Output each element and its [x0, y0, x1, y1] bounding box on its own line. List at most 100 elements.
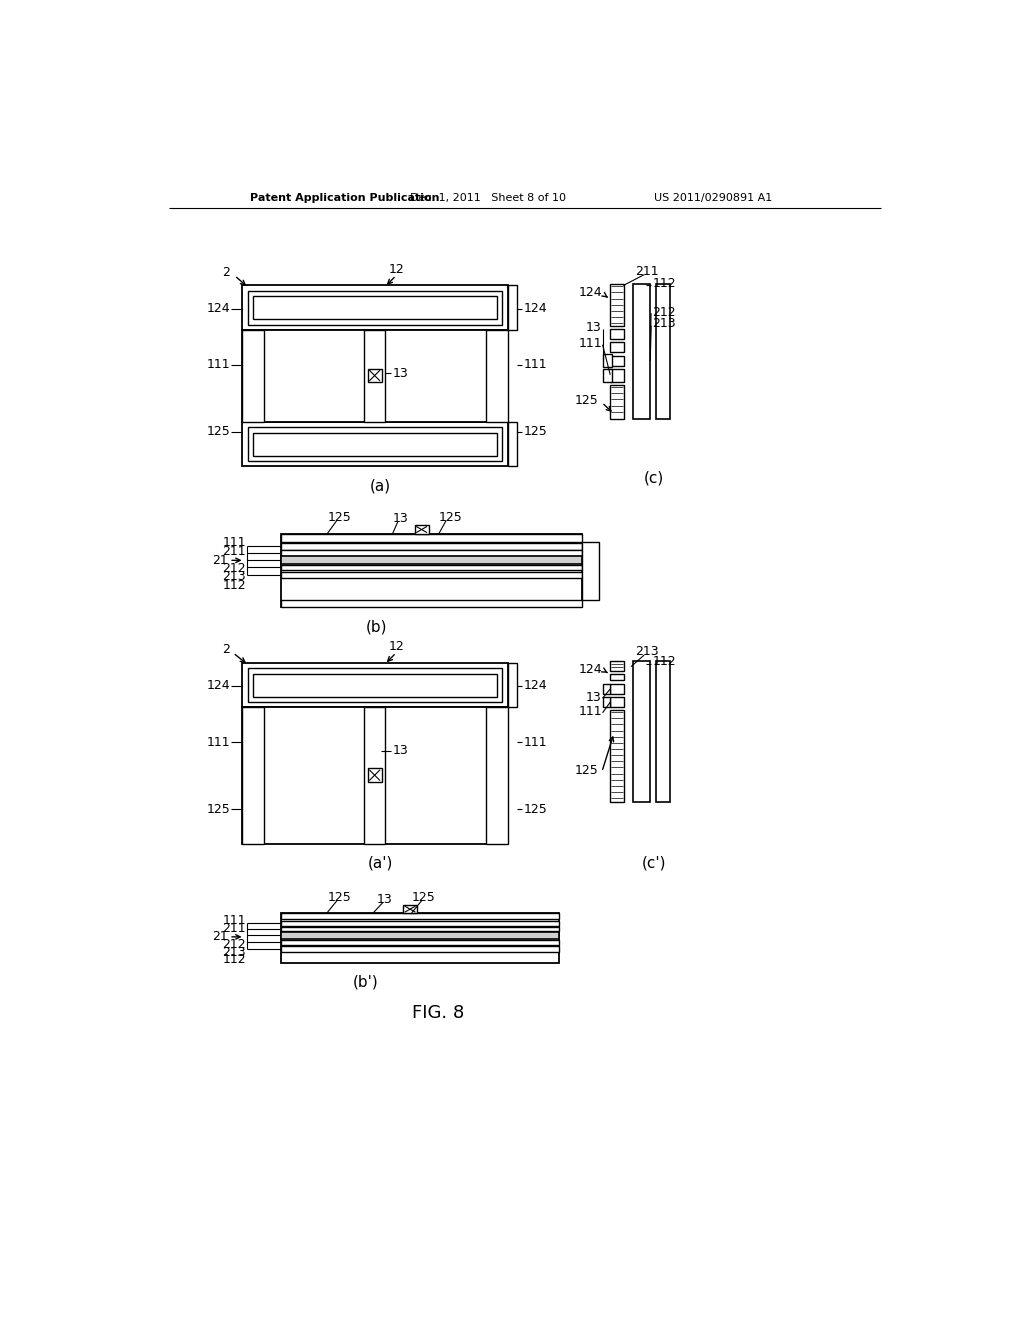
Bar — [243, 663, 508, 708]
Text: 124: 124 — [523, 302, 547, 315]
Text: 13: 13 — [586, 690, 602, 704]
Text: 111: 111 — [579, 705, 602, 718]
Text: 12: 12 — [388, 640, 404, 653]
Text: 213: 213 — [652, 317, 676, 330]
Text: 125: 125 — [207, 425, 230, 438]
Text: 125: 125 — [328, 511, 352, 524]
Text: 124: 124 — [207, 302, 230, 315]
Bar — [282, 932, 559, 940]
Bar — [610, 675, 625, 681]
Bar — [610, 385, 625, 420]
Bar — [282, 535, 582, 543]
Bar — [282, 599, 582, 607]
Bar — [282, 557, 582, 564]
Text: 111: 111 — [523, 735, 547, 748]
Text: 21: 21 — [212, 554, 227, 566]
Text: 125: 125 — [412, 891, 435, 904]
Bar — [282, 913, 559, 964]
Text: 212: 212 — [222, 939, 246, 952]
Text: 211: 211 — [222, 545, 246, 557]
Text: 124: 124 — [207, 680, 230, 693]
Text: 213: 213 — [222, 570, 246, 583]
Bar — [282, 946, 559, 952]
Bar — [282, 550, 582, 556]
Bar — [634, 284, 650, 420]
Text: Patent Application Publication: Patent Application Publication — [250, 193, 439, 203]
Bar — [253, 433, 497, 455]
Text: (b): (b) — [367, 619, 388, 634]
Text: 2: 2 — [222, 643, 230, 656]
Bar — [610, 710, 625, 803]
Text: 213: 213 — [635, 645, 658, 659]
Text: 125: 125 — [328, 891, 352, 904]
Bar — [368, 768, 382, 781]
Text: 213: 213 — [222, 945, 246, 958]
Bar — [364, 330, 385, 422]
Bar — [243, 330, 264, 422]
Bar — [610, 661, 625, 671]
Text: (a): (a) — [371, 478, 391, 494]
Bar — [508, 663, 517, 708]
Bar — [243, 330, 508, 422]
Text: 112: 112 — [222, 579, 246, 593]
Text: 111: 111 — [207, 735, 230, 748]
Bar — [243, 422, 508, 466]
Bar — [243, 285, 508, 330]
Text: 124: 124 — [579, 286, 602, 298]
Bar — [282, 535, 582, 607]
Text: 111: 111 — [579, 337, 602, 350]
Text: 13: 13 — [392, 512, 408, 525]
Text: 12: 12 — [388, 263, 404, 276]
Bar — [403, 904, 417, 913]
Text: 111: 111 — [222, 536, 246, 549]
Bar — [253, 296, 497, 319]
Bar — [508, 422, 517, 466]
Bar — [610, 368, 625, 381]
Text: 125: 125 — [523, 803, 547, 816]
Bar — [253, 673, 497, 697]
Bar — [610, 355, 625, 366]
Text: Dec. 1, 2011   Sheet 8 of 10: Dec. 1, 2011 Sheet 8 of 10 — [410, 193, 566, 203]
Bar — [282, 572, 582, 578]
Bar — [243, 708, 508, 843]
Bar — [248, 290, 503, 325]
Bar — [368, 368, 382, 383]
Bar — [610, 284, 625, 326]
Bar — [656, 661, 671, 803]
Text: 112: 112 — [652, 656, 676, 668]
Bar — [508, 285, 517, 330]
Bar — [364, 708, 385, 843]
Text: 112: 112 — [652, 277, 676, 290]
Bar — [243, 708, 264, 843]
Text: 21: 21 — [212, 931, 227, 944]
Text: 124: 124 — [579, 663, 602, 676]
Bar — [582, 543, 599, 599]
Text: 125: 125 — [574, 764, 599, 777]
Text: 13: 13 — [392, 744, 409, 758]
Text: 111: 111 — [207, 358, 230, 371]
Bar — [634, 661, 650, 803]
Bar — [610, 684, 625, 693]
Text: 111: 111 — [523, 358, 547, 371]
Text: 111: 111 — [222, 915, 246, 927]
Text: (b'): (b') — [352, 974, 378, 990]
Text: (c): (c) — [644, 470, 665, 486]
Bar — [602, 368, 611, 381]
Text: 212: 212 — [222, 561, 246, 574]
Bar — [415, 525, 429, 535]
Text: FIG. 8: FIG. 8 — [413, 1005, 465, 1022]
Bar — [610, 697, 625, 706]
Text: 211: 211 — [222, 921, 246, 935]
Text: 212: 212 — [652, 306, 676, 319]
Text: 13: 13 — [392, 367, 409, 380]
Text: 125: 125 — [523, 425, 547, 438]
Bar — [602, 354, 611, 367]
Bar — [602, 684, 610, 693]
Text: 125: 125 — [574, 395, 599, 408]
Text: 112: 112 — [222, 953, 246, 966]
Bar — [656, 284, 671, 420]
Bar — [282, 913, 559, 919]
Text: US 2011/0290891 A1: US 2011/0290891 A1 — [654, 193, 772, 203]
Text: (a'): (a') — [368, 855, 393, 870]
Bar — [282, 940, 559, 945]
